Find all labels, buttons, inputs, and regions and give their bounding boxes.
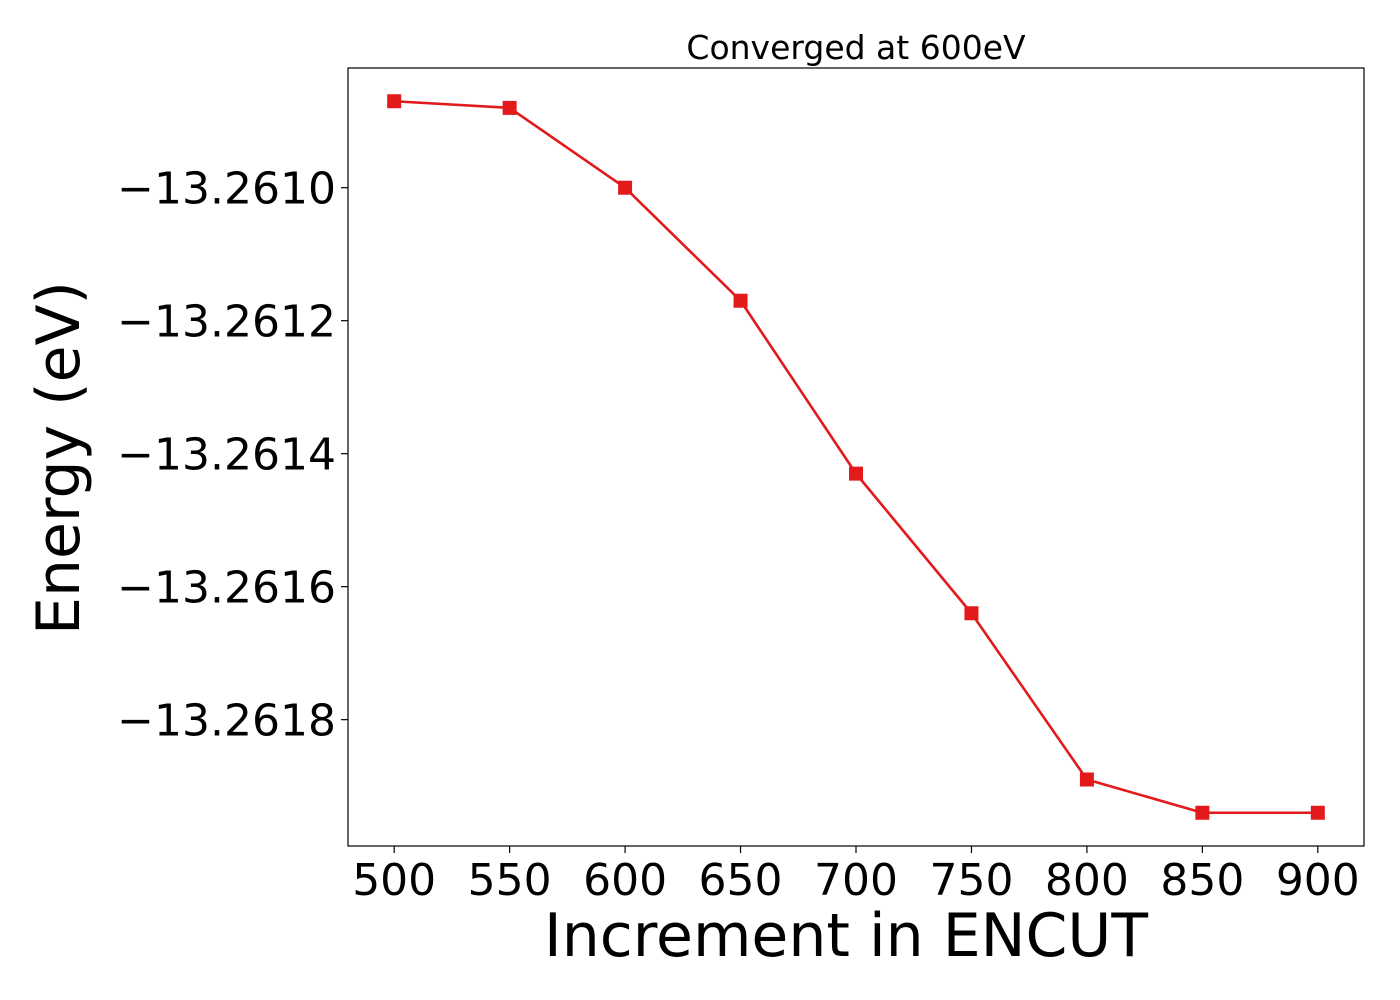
data-point-marker <box>733 293 748 308</box>
y-tick-label: −13.2618 <box>117 696 336 747</box>
data-point-marker <box>502 100 517 115</box>
data-point-marker <box>387 94 402 109</box>
data-point-marker <box>849 466 863 481</box>
x-tick-label: 700 <box>814 855 898 906</box>
y-axis: −13.2610 −13.2612 −13.2614 −13.2616 −13.2618 <box>117 164 348 747</box>
x-tick-label: 650 <box>699 855 783 906</box>
x-tick-label: 900 <box>1276 855 1360 906</box>
x-tick-label: 600 <box>583 855 667 906</box>
x-axis: 500 550 600 650 700 750 800 850 900 <box>352 846 1360 906</box>
y-tick-label: −13.2610 <box>117 164 336 215</box>
data-point-marker <box>1079 772 1094 787</box>
x-tick-label: 550 <box>468 855 552 906</box>
data-point-marker <box>964 606 979 621</box>
y-tick-label: −13.2616 <box>117 563 336 614</box>
x-tick-label: 500 <box>352 855 436 906</box>
plot-area <box>387 94 1325 820</box>
y-axis-label: Energy (eV) <box>24 281 94 635</box>
x-axis-label: Increment in ENCUT <box>544 901 1148 971</box>
x-tick-label: 850 <box>1160 855 1244 906</box>
y-tick-label: −13.2614 <box>117 430 336 481</box>
data-point-marker <box>1310 805 1325 820</box>
chart-title: Converged at 600eV <box>686 28 1026 67</box>
x-tick-label: 750 <box>929 855 1013 906</box>
data-point-marker <box>1195 805 1210 820</box>
y-tick-label: −13.2612 <box>117 297 336 348</box>
data-point-marker <box>618 180 633 195</box>
x-tick-label: 800 <box>1045 855 1129 906</box>
